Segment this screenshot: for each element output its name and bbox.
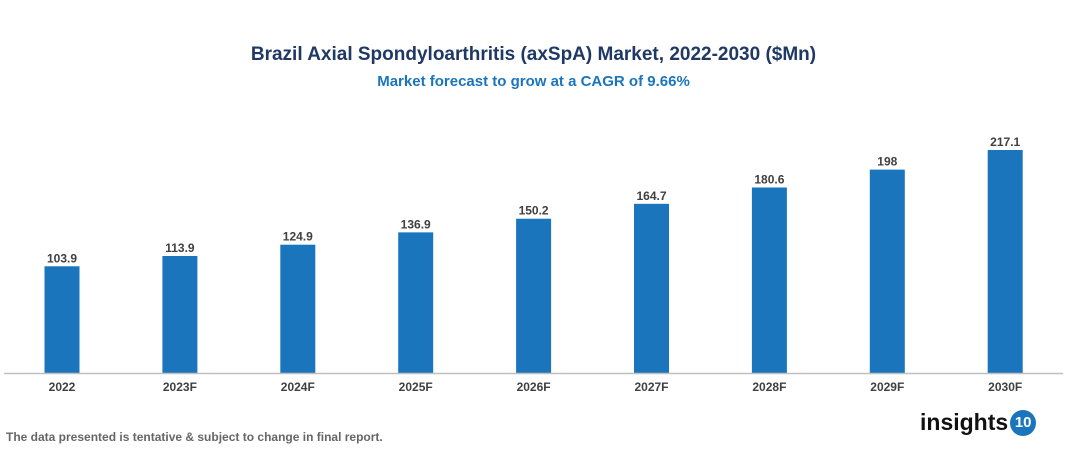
data-label: 136.9 bbox=[401, 217, 431, 231]
bar-2022 bbox=[44, 266, 80, 373]
data-label: 198 bbox=[877, 155, 897, 169]
chart-title: Brazil Axial Spondyloarthritis (axSpA) M… bbox=[250, 44, 817, 65]
bar-2030F bbox=[987, 150, 1023, 373]
x-tick-label: 2027F bbox=[634, 380, 668, 394]
bar-2025F bbox=[398, 232, 434, 373]
x-tick-label: 2028F bbox=[752, 380, 786, 394]
data-label: 103.9 bbox=[47, 251, 77, 265]
bar-2028F bbox=[751, 187, 787, 373]
data-label: 217.1 bbox=[990, 135, 1020, 149]
data-label: 150.2 bbox=[519, 204, 549, 218]
x-tick-label: 2024F bbox=[281, 380, 315, 394]
logo-text: insights bbox=[920, 409, 1009, 435]
bar-2029F bbox=[869, 169, 905, 373]
x-tick-label: 2022 bbox=[49, 380, 76, 394]
x-tick-label: 2029F bbox=[870, 380, 904, 394]
bar-2023F bbox=[162, 256, 198, 373]
data-label: 113.9 bbox=[165, 241, 195, 255]
bar-2026F bbox=[516, 218, 552, 373]
insights10-logo: insights 10 bbox=[920, 409, 1037, 436]
data-label: 124.9 bbox=[283, 230, 313, 244]
chart-subtitle: Market forecast to grow at a CAGR of 9.6… bbox=[377, 73, 690, 90]
x-tick-label: 2026F bbox=[517, 380, 551, 394]
logo-badge: 10 bbox=[1010, 409, 1037, 436]
bar-2027F bbox=[634, 203, 669, 373]
x-tick-label: 2025F bbox=[399, 380, 433, 394]
data-label: 164.7 bbox=[636, 189, 666, 203]
data-label: 180.6 bbox=[754, 172, 784, 186]
bar-2024F bbox=[280, 244, 316, 373]
x-tick-label: 2030F bbox=[988, 380, 1022, 394]
disclaimer-note: The data presented is tentative & subjec… bbox=[6, 430, 383, 444]
x-tick-label: 2023F bbox=[163, 380, 197, 394]
